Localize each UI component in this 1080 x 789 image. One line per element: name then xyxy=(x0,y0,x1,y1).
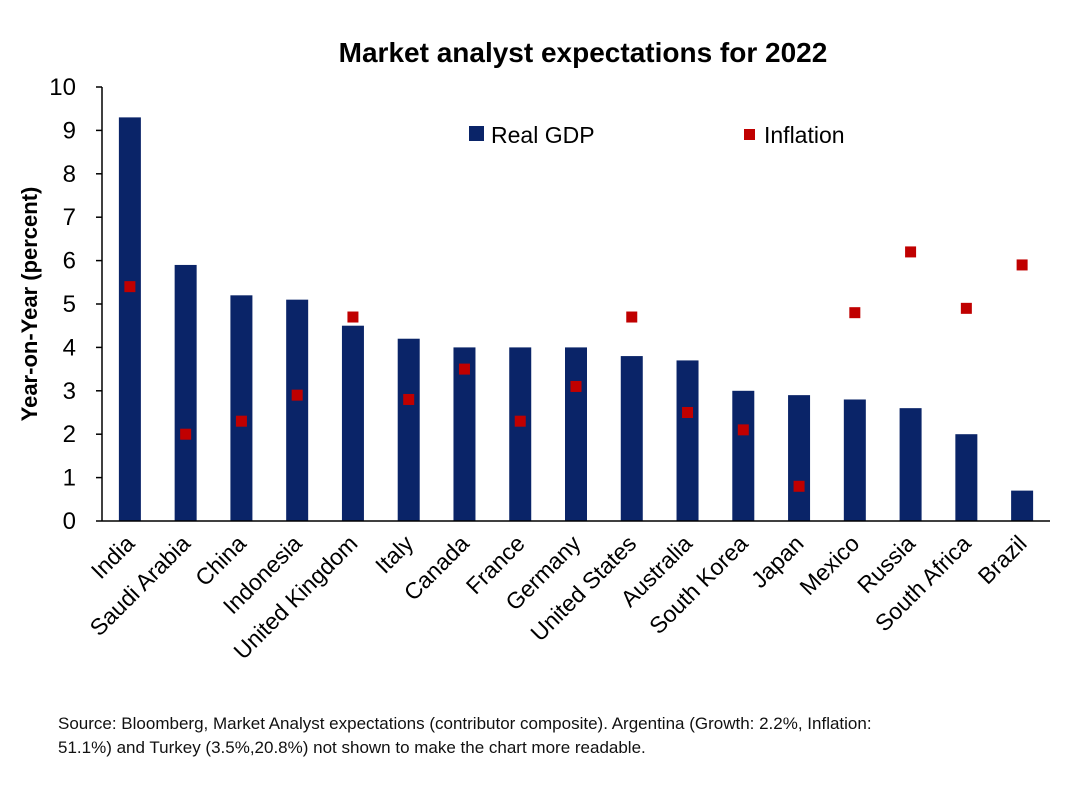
legend-swatch-inflation xyxy=(744,129,755,140)
bar-india xyxy=(118,117,141,521)
inflation-marker-australia xyxy=(682,407,694,418)
y-tick-label: 2 xyxy=(63,421,76,448)
inflation-marker-india xyxy=(124,281,136,293)
chart-title: Market analyst expectations for 2022 xyxy=(339,37,828,68)
inflation-marker-japan xyxy=(793,480,805,492)
inflation-marker-canada xyxy=(458,363,470,375)
bar-south-africa xyxy=(955,434,978,521)
bar-germany xyxy=(565,347,587,521)
bar-china xyxy=(230,295,253,521)
bar-brazil xyxy=(1011,490,1034,521)
bar-france xyxy=(509,347,532,521)
inflation-marker-russia xyxy=(905,246,917,258)
y-tick-label: 0 xyxy=(63,508,76,535)
legend-swatch-real-gdp xyxy=(469,126,484,141)
inflation-marker-united-states xyxy=(626,311,638,323)
inflation-marker-indonesia xyxy=(291,389,303,401)
inflation-marker-france xyxy=(514,415,526,427)
source-footnote-line-2: 51.1%) and Turkey (3.5%,20.8%) not shown… xyxy=(58,738,646,757)
y-tick-label: 8 xyxy=(63,161,76,188)
inflation-marker-south-africa xyxy=(960,302,972,314)
bar-saudi-arabia xyxy=(174,264,197,521)
bar-japan xyxy=(788,395,811,521)
y-axis-label: Year-on-Year (percent) xyxy=(17,187,42,422)
source-footnote: Source: Bloomberg, Market Analyst expect… xyxy=(58,712,1038,760)
y-tick-label: 4 xyxy=(63,334,76,361)
axes-layer xyxy=(96,86,1050,522)
inflation-marker-germany xyxy=(570,380,582,392)
bar-south-korea xyxy=(732,390,755,521)
legend-label-real-gdp: Real GDP xyxy=(491,122,595,148)
bar-russia xyxy=(899,408,922,521)
y-tick-label: 7 xyxy=(63,204,76,231)
source-footnote-line-1: Source: Bloomberg, Market Analyst expect… xyxy=(58,714,872,733)
bar-canada xyxy=(453,347,476,521)
bar-united-kingdom xyxy=(341,325,364,521)
chart-svg: Market analyst expectations for 2022 Yea… xyxy=(17,37,1050,664)
x-tick-label: Italy xyxy=(370,530,419,579)
bar-australia xyxy=(676,360,699,521)
y-tick-label: 1 xyxy=(63,465,76,492)
bar-mexico xyxy=(843,399,866,521)
bar-united-states xyxy=(620,356,643,521)
y-tick-label: 10 xyxy=(49,74,76,101)
y-tick-label: 5 xyxy=(63,291,76,318)
bar-italy xyxy=(397,338,420,521)
markers-layer xyxy=(124,246,1028,492)
inflation-marker-saudi-arabia xyxy=(180,428,192,440)
bars-layer xyxy=(118,117,1034,521)
y-tick-label: 9 xyxy=(63,117,76,144)
inflation-marker-mexico xyxy=(849,307,861,319)
inflation-marker-china xyxy=(235,415,247,427)
x-tick-label: Saudi Arabia xyxy=(85,530,196,641)
legend: Real GDP Inflation xyxy=(469,122,845,148)
inflation-marker-south-korea xyxy=(737,424,749,436)
inflation-marker-italy xyxy=(403,393,415,405)
y-tick-label: 6 xyxy=(63,248,76,275)
y-tick-label: 3 xyxy=(63,378,76,405)
y-tick-labels: 0 1 2 3 4 5 6 7 8 9 10 xyxy=(49,74,76,535)
inflation-marker-united-kingdom xyxy=(347,311,359,323)
legend-label-inflation: Inflation xyxy=(764,122,845,148)
x-tick-label: Brazil xyxy=(973,530,1032,589)
inflation-marker-brazil xyxy=(1016,259,1028,271)
bar-indonesia xyxy=(286,299,309,521)
x-tick-label: Mexico xyxy=(794,530,864,600)
